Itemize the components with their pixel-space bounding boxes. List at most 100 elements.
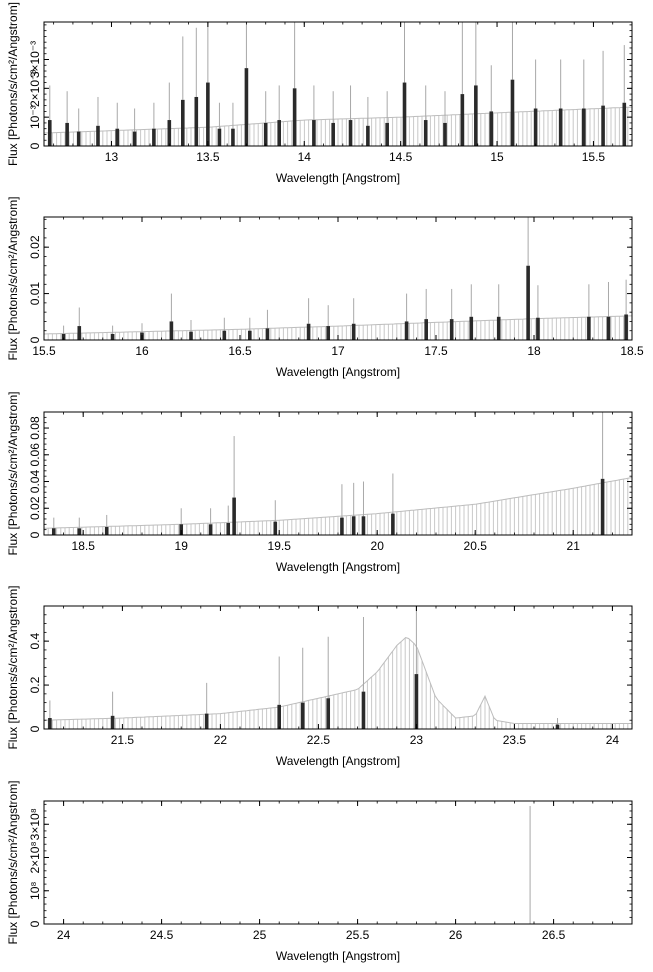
flux-bar	[244, 68, 249, 146]
flux-bar	[77, 528, 82, 535]
y-tick-label: 2×10⁸	[28, 841, 42, 873]
flux-bar	[76, 131, 81, 146]
chart-panel-2: 15.5 16 16.5 17 17.5 18 18.5 0 0.01 0.02 Wavelengt…	[6, 196, 644, 379]
y-tick-label: 0	[28, 142, 42, 149]
flux-bar	[460, 94, 465, 146]
y-axis-title: Flux [Photons/s/cm²/Angstrom]	[6, 391, 20, 555]
flux-bar	[77, 326, 82, 340]
x-tick-label: 15.5	[582, 150, 606, 164]
x-tick-label: 18.5	[620, 344, 644, 358]
flux-bar	[194, 96, 199, 146]
y-tick-label: 0.4	[28, 632, 42, 649]
flux-bar	[206, 82, 210, 146]
y-tick-label: 0	[28, 531, 42, 538]
flux-bar	[189, 331, 193, 340]
flux-bar	[61, 333, 66, 340]
flux-bar	[348, 120, 353, 146]
flux-bar	[326, 698, 330, 729]
x-tick-label: 20	[371, 539, 385, 553]
x-tick-label: 26.5	[542, 928, 566, 942]
flux-bar	[231, 128, 235, 146]
flux-bar	[277, 120, 281, 146]
flux-bar	[263, 122, 268, 146]
y-tick-label: 0.02	[28, 235, 42, 259]
flux-bar	[217, 128, 222, 146]
x-tick-label: 18	[527, 344, 541, 358]
flux-bar	[533, 108, 538, 146]
flux-bar	[331, 122, 335, 146]
flux-bars	[47, 22, 627, 146]
y-tick-label: 0.01	[28, 282, 42, 306]
flux-bar	[300, 702, 305, 729]
flux-bar	[110, 715, 115, 729]
flux-bar	[510, 79, 515, 146]
flux-bar	[248, 330, 252, 340]
flux-bar	[404, 321, 409, 340]
y-tick-label: 0.2	[28, 676, 42, 693]
model-continuum	[43, 477, 633, 535]
y-axis-title: Flux [Photons/s/cm²/Angstrom]	[6, 585, 20, 749]
x-tick-label: 23	[410, 733, 424, 747]
flux-bar	[361, 691, 366, 729]
y-tick-label: 0	[28, 725, 42, 732]
flux-bars	[61, 217, 628, 340]
flux-bar	[582, 108, 586, 146]
x-tick-label: 24	[606, 733, 620, 747]
flux-bar	[536, 317, 540, 340]
flux-bar	[326, 326, 330, 340]
flux-bar	[424, 319, 428, 340]
x-axis-title: Wavelength [Angstrom]	[276, 560, 400, 574]
x-tick-label: 13	[105, 150, 119, 164]
y-tick-label: 0.08	[28, 416, 42, 440]
flux-bar	[489, 111, 494, 146]
x-axis-title: Wavelength [Angstrom]	[276, 171, 400, 185]
x-tick-label: 19.5	[268, 539, 292, 553]
flux-bar	[48, 718, 52, 729]
flux-bar	[222, 330, 227, 340]
flux-bar	[167, 120, 172, 146]
x-tick-label: 21.5	[111, 733, 135, 747]
flux-bar	[391, 513, 395, 535]
flux-bar	[402, 82, 407, 146]
flux-bar	[265, 328, 270, 340]
flux-bar	[601, 105, 605, 146]
flux-bar	[474, 85, 478, 146]
flux-bar	[526, 265, 530, 340]
flux-bar	[115, 128, 120, 146]
flux-bar	[312, 120, 316, 146]
model-continuum	[43, 106, 633, 146]
flux-bar	[52, 528, 56, 535]
flux-bar	[600, 478, 605, 535]
plot-frame	[43, 21, 633, 147]
continuum-envelope	[43, 477, 633, 529]
flux-bar	[65, 122, 69, 146]
flux-bar	[179, 524, 183, 535]
flux-bar	[204, 713, 209, 729]
flux-bar	[624, 314, 628, 340]
y-axis-title: Flux [Photons/s/cm²/Angstrom]	[6, 2, 20, 166]
y-tick-label: 3×10⁻³	[28, 41, 42, 78]
flux-bar	[361, 516, 366, 535]
flux-bar	[96, 125, 100, 146]
x-axis-title: Wavelength [Angstrom]	[276, 754, 400, 768]
x-tick-label: 21	[567, 539, 581, 553]
flux-bar	[366, 125, 370, 146]
flux-bar	[351, 323, 356, 340]
x-tick-label: 23.5	[503, 733, 527, 747]
flux-bars	[52, 412, 605, 535]
x-tick-label: 19	[175, 539, 189, 553]
flux-bar	[292, 88, 297, 146]
flux-bar	[104, 526, 109, 535]
y-tick-label: 0.02	[28, 496, 42, 520]
flux-bar	[132, 131, 137, 146]
x-tick-label: 25.5	[346, 928, 370, 942]
x-tick-label: 15.5	[32, 344, 56, 358]
flux-bar	[385, 122, 389, 146]
flux-bar	[208, 524, 213, 535]
x-tick-label: 17	[331, 344, 345, 358]
y-tick-label: 0.06	[28, 443, 42, 467]
y-tick-label: 0.04	[28, 470, 42, 494]
model-continuum	[43, 637, 633, 729]
